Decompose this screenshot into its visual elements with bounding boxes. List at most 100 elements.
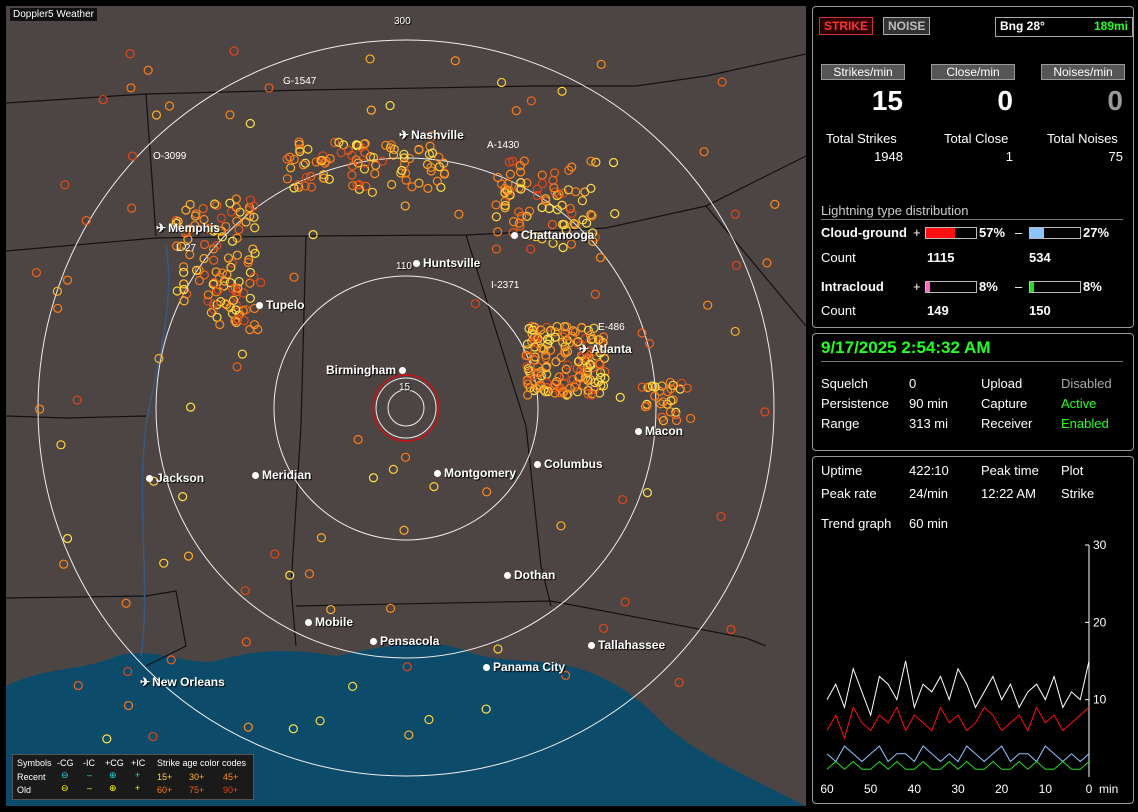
lightning-map[interactable]: Doppler5 Weather 300 110 15 G-1547 O-309…	[6, 6, 806, 806]
total-close-value: 1	[1005, 149, 1013, 164]
airport-icon: ✈	[579, 342, 590, 356]
strike-marker	[164, 101, 175, 111]
strike-marker	[241, 217, 251, 227]
strike-marker	[554, 372, 564, 382]
strike-marker	[557, 200, 567, 210]
map-canvas	[6, 39, 806, 806]
strike-marker	[432, 176, 442, 186]
strike-marker	[60, 180, 70, 190]
strike-marker	[564, 165, 574, 175]
strike-marker	[558, 387, 569, 397]
strike-marker	[225, 110, 235, 120]
strike-marker	[216, 213, 226, 223]
strike-marker	[570, 220, 580, 230]
strike-marker	[336, 147, 346, 158]
strike-marker	[514, 207, 524, 217]
city-dot-icon	[399, 367, 407, 375]
strike-marker	[542, 361, 552, 371]
strike-marker	[338, 140, 349, 150]
strike-marker	[294, 139, 304, 150]
strike-marker	[541, 196, 551, 206]
strike-marker	[716, 511, 726, 522]
age-30: 30+	[189, 772, 205, 782]
strike-marker	[676, 378, 687, 388]
age-45: 45+	[223, 772, 239, 782]
city-mobile: Mobile	[305, 615, 353, 629]
strike-marker	[570, 327, 580, 337]
strike-marker	[608, 157, 619, 168]
strike-marker	[253, 324, 263, 335]
city-dothan: Dothan	[504, 568, 555, 582]
divider	[821, 361, 1123, 362]
strike-marker	[183, 551, 194, 561]
strike-marker	[424, 714, 434, 725]
plot-value[interactable]: Strike	[1061, 486, 1095, 501]
strike-marker	[366, 105, 376, 115]
strike-marker	[232, 362, 242, 372]
strike-marker	[590, 289, 600, 299]
range-ring	[273, 275, 539, 541]
strike-marker	[31, 268, 42, 278]
strike-marker	[53, 303, 63, 313]
strike-marker	[620, 597, 630, 607]
strike-marker	[81, 215, 91, 226]
ic-plus-sign: +	[913, 279, 921, 294]
strike-marker	[511, 106, 521, 116]
strike-marker	[360, 158, 370, 168]
city-pensacola: Pensacola	[370, 634, 439, 648]
strike-marker	[670, 410, 681, 420]
strike-marker	[249, 272, 259, 282]
strike-marker	[574, 371, 585, 381]
state-border	[290, 235, 307, 647]
city-macon: Macon	[635, 424, 683, 438]
legend-age-title: Strike age color codes	[157, 758, 247, 768]
grid-label-i: I-2371	[491, 280, 520, 291]
strike-marker	[62, 275, 73, 285]
trend-x-tick-label: 20	[995, 782, 1009, 796]
strike-marker	[522, 178, 532, 188]
map-title: Doppler5 Weather	[10, 8, 97, 21]
squelch-label: Squelch	[821, 376, 868, 391]
strike-marker	[325, 154, 335, 164]
trend-x-unit: min	[1099, 782, 1118, 796]
strike-marker	[414, 145, 424, 155]
cg-negative-count: 534	[1029, 250, 1051, 265]
trend-series-line	[826, 706, 1090, 740]
close-range-ring	[372, 374, 440, 442]
strike-marker	[580, 333, 591, 343]
strike-marker	[599, 347, 609, 357]
strike-marker	[300, 158, 310, 168]
strike-marker	[572, 387, 583, 397]
strike-marker	[595, 359, 605, 369]
strike-marker	[241, 305, 251, 315]
strike-marker	[353, 434, 363, 445]
strike-marker	[176, 241, 187, 251]
strike-marker	[389, 144, 399, 155]
noise-button[interactable]: NOISE	[883, 17, 931, 35]
strike-marker	[285, 152, 295, 162]
strike-marker	[731, 260, 742, 271]
strike-marker	[573, 337, 583, 347]
strike-marker	[657, 381, 667, 391]
inner-ring	[387, 389, 425, 427]
trend-x-tick-label: 60	[820, 782, 834, 796]
strike-button[interactable]: STRIKE	[819, 17, 874, 35]
city-dot-icon	[483, 664, 490, 672]
trend-x-tick-label: 10	[1039, 782, 1053, 796]
strike-marker	[304, 569, 315, 579]
strike-marker	[231, 202, 242, 213]
strike-marker	[577, 196, 587, 206]
strike-marker	[596, 372, 606, 383]
strike-marker	[123, 666, 133, 677]
trend-y-tick-label: 20	[1093, 615, 1107, 629]
strike-marker	[208, 279, 218, 289]
city-meridian: Meridian	[252, 468, 311, 482]
strike-marker	[359, 164, 370, 174]
trend-panel: Uptime 422:10 Peak time Plot Peak rate 2…	[812, 456, 1134, 804]
grid-label-a: A-1430	[487, 140, 520, 151]
strike-marker	[637, 328, 647, 338]
strike-marker	[212, 200, 222, 211]
strike-marker	[563, 360, 573, 370]
state-border	[465, 234, 552, 607]
symbol-legend: Symbols -CG -IC +CG +IC Strike age color…	[12, 754, 254, 800]
